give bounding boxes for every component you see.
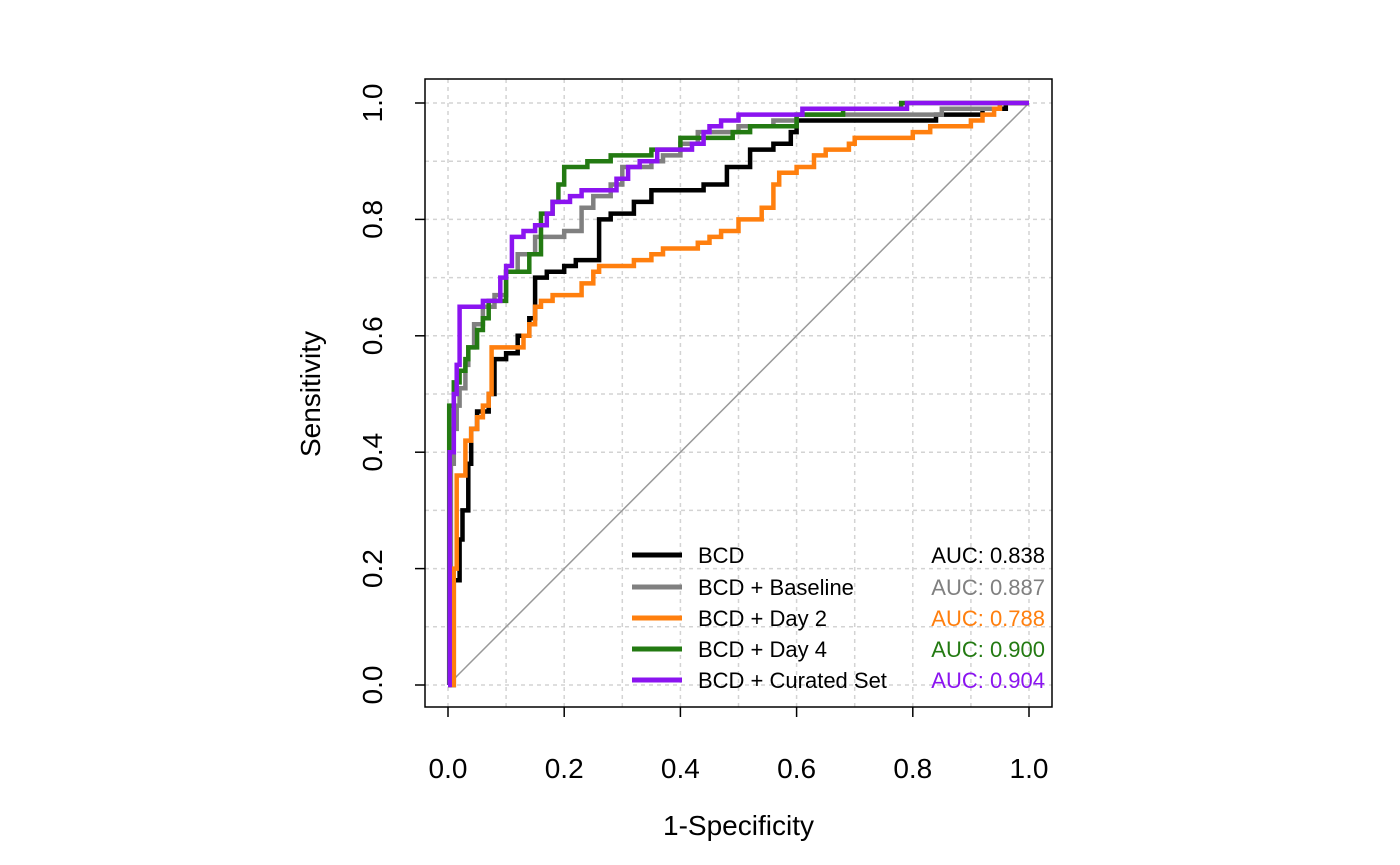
legend-auc-value: AUC: 0.900: [931, 637, 1045, 662]
roc-curve-series-2: [448, 100, 1029, 688]
legend-label: BCD + Day 2: [698, 606, 827, 631]
plot-frame: [424, 78, 1053, 708]
x-tick-label: 0.8: [893, 753, 932, 784]
legend-label: BCD: [698, 543, 744, 568]
legend-label: BCD + Baseline: [698, 575, 854, 600]
legend-label: BCD + Curated Set: [698, 668, 887, 693]
x-tick-label: 0.6: [777, 753, 816, 784]
legend-auc-value: AUC: 0.838: [931, 543, 1045, 568]
legend-label: BCD + Day 4: [698, 637, 827, 662]
x-tick-label: 0.0: [429, 753, 468, 784]
x-axis-label: 1-Specificity: [663, 810, 814, 841]
legend-auc-value: AUC: 0.788: [931, 606, 1045, 631]
y-tick-label: 1.0: [357, 84, 388, 123]
y-tick-label: 0.6: [357, 316, 388, 355]
legend: BCD AUC: 0.838 BCD + Baseline AUC: 0.887 BCD…: [632, 543, 1045, 693]
y-tick-label: 0.2: [357, 549, 388, 588]
legend-auc-value: AUC: 0.904: [931, 668, 1045, 693]
legend-auc-value: AUC: 0.887: [931, 575, 1045, 600]
y-tick-label: 0.4: [357, 433, 388, 472]
y-axis: 0.0 0.2 0.4 0.6 0.8 1.0: [357, 84, 425, 705]
y-tick-label: 0.8: [357, 200, 388, 239]
roc-curve-series-0: [448, 100, 1029, 688]
roc-curve-series-1: [448, 100, 1029, 688]
roc-curves: [446, 100, 1029, 688]
reference-diagonal-line: [447, 102, 1030, 686]
x-tick-label: 0.4: [661, 753, 700, 784]
y-axis-label: Sensitivity: [295, 331, 326, 457]
y-tick-label: 0.0: [357, 666, 388, 705]
x-tick-label: 1.0: [1010, 753, 1049, 784]
roc-curve-series-4: [447, 100, 1029, 688]
x-tick-label: 0.2: [545, 753, 584, 784]
x-axis: 0.0 0.2 0.4 0.6 0.8 1.0: [429, 707, 1049, 784]
